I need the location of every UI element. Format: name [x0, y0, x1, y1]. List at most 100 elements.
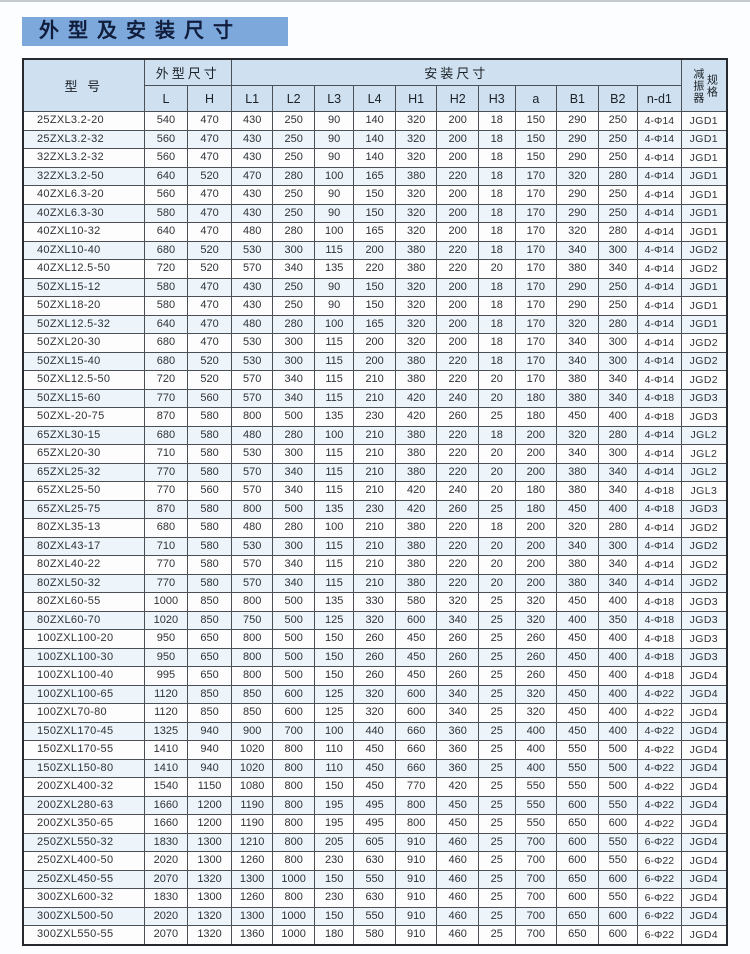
- dimension-cell: 700: [514, 888, 558, 908]
- dimension-cell: 25: [477, 592, 516, 612]
- dimension-cell: 600: [394, 703, 438, 723]
- dimension-cell: 90: [313, 129, 355, 149]
- dimension-cell: 20: [477, 388, 516, 408]
- dimension-cell: 450: [353, 740, 396, 760]
- dimension-cell: 1260: [230, 851, 274, 871]
- page-title: 外型及安装尺寸: [22, 17, 288, 46]
- dimension-cell: 150: [514, 111, 558, 131]
- model-cell: 80ZXL60-70: [22, 610, 145, 630]
- dimension-cell: 320: [556, 425, 599, 445]
- dimension-cell: 1830: [143, 888, 189, 908]
- dimension-cell: 700: [514, 832, 558, 852]
- damper-spec-cell: JGD4: [680, 666, 728, 686]
- dimension-cell: 115: [313, 388, 355, 408]
- dimension-cell: 720: [143, 370, 189, 390]
- dimension-cell: 280: [597, 518, 639, 538]
- dimension-cell: 660: [394, 740, 438, 760]
- dimension-cell: 800: [272, 795, 315, 815]
- dimension-cell: 700: [514, 925, 558, 945]
- dimension-cell: 115: [313, 444, 355, 464]
- dimension-cell: 300: [597, 351, 639, 371]
- model-cell: 65ZXL20-30: [22, 444, 145, 464]
- dimension-cell: 450: [436, 795, 479, 815]
- damper-spec-cell: JGD4: [680, 925, 728, 945]
- dimension-cell: 300: [272, 240, 315, 260]
- dimension-cell: 470: [187, 111, 232, 131]
- dimension-cell: 90: [313, 296, 355, 316]
- dimension-cell: 290: [556, 111, 599, 131]
- dimension-cell: 2070: [143, 925, 189, 945]
- dimension-cell: 280: [597, 166, 639, 186]
- dimension-cell: 250: [272, 185, 315, 205]
- dimension-cell: 460: [436, 851, 479, 871]
- dimension-cell: 910: [394, 925, 438, 945]
- dimension-cell: 135: [313, 592, 355, 612]
- dimension-cell: 260: [436, 666, 479, 686]
- dimension-cell: 470: [187, 203, 232, 223]
- dimension-cell: 470: [230, 166, 274, 186]
- damper-spec-cell: JGD4: [680, 703, 728, 723]
- dimension-cell: 320: [556, 222, 599, 242]
- dimension-cell: 800: [272, 832, 315, 852]
- dimension-cell: 460: [436, 925, 479, 945]
- dimension-cell: 90: [313, 111, 355, 131]
- nd1-cell: 4-Φ22: [637, 814, 682, 834]
- dimension-cell: 380: [394, 259, 438, 279]
- dimension-cell: 200: [436, 111, 479, 131]
- dimension-cell: 380: [394, 536, 438, 556]
- column-header-L3: L3: [313, 85, 355, 112]
- dimension-cell: 20: [477, 536, 516, 556]
- damper-spec-cell: JGD3: [680, 610, 728, 630]
- dimension-cell: 210: [353, 388, 396, 408]
- dimension-cell: 300: [597, 444, 639, 464]
- dimension-cell: 220: [436, 425, 479, 445]
- dimension-cell: 530: [230, 536, 274, 556]
- model-cell: 200ZXL350-65: [22, 814, 145, 834]
- dimension-cell: 170: [514, 296, 558, 316]
- dimension-cell: 260: [514, 666, 558, 686]
- dimension-cell: 520: [187, 370, 232, 390]
- dimension-cell: 260: [353, 629, 396, 649]
- dimension-cell: 135: [313, 407, 355, 427]
- dimension-cell: 25: [477, 832, 516, 852]
- model-cell: 25ZXL3.2-32: [22, 129, 145, 149]
- dimension-cell: 380: [394, 370, 438, 390]
- dimension-cell: 910: [394, 832, 438, 852]
- dimension-cell: 320: [436, 592, 479, 612]
- dimension-cell: 125: [313, 610, 355, 630]
- dimension-cell: 630: [353, 888, 396, 908]
- dimension-cell: 250: [597, 111, 639, 131]
- dimension-cell: 650: [187, 647, 232, 667]
- dimension-cell: 580: [394, 592, 438, 612]
- dimension-cell: 18: [477, 129, 516, 149]
- dimension-cell: 115: [313, 573, 355, 593]
- dimension-cell: 210: [353, 444, 396, 464]
- dimension-cell: 25: [477, 888, 516, 908]
- nd1-cell: 4-Φ22: [637, 758, 682, 778]
- dimension-cell: 1120: [143, 703, 189, 723]
- model-cell: 50ZXL-20-75: [22, 407, 145, 427]
- dimension-cell: 650: [187, 666, 232, 686]
- dimension-cell: 340: [597, 462, 639, 482]
- nd1-cell: 4-Φ14: [637, 462, 682, 482]
- dimension-cell: 220: [436, 573, 479, 593]
- dimension-cell: 115: [313, 333, 355, 353]
- dimension-cell: 420: [394, 481, 438, 501]
- dimension-cell: 550: [353, 906, 396, 926]
- table-row: 100ZXL100-30 950 650 800 500 150 260 450 260 25 26…: [22, 647, 728, 667]
- dimension-cell: 260: [353, 666, 396, 686]
- dimension-cell: 380: [556, 370, 599, 390]
- dimension-cell: 320: [394, 148, 438, 168]
- dimension-cell: 150: [313, 629, 355, 649]
- dimension-cell: 495: [353, 814, 396, 834]
- dimension-cell: 650: [187, 629, 232, 649]
- dimension-cell: 115: [313, 536, 355, 556]
- dimension-cell: 340: [597, 259, 639, 279]
- dimension-cell: 260: [436, 407, 479, 427]
- table-row: 250ZXL400-50 2020 1300 1260 800 230 630 910 460 2…: [22, 851, 728, 871]
- dimension-cell: 630: [353, 851, 396, 871]
- dimension-cell: 170: [514, 203, 558, 223]
- dimension-cell: 800: [272, 851, 315, 871]
- nd1-cell: 4-Φ18: [637, 481, 682, 501]
- table-row: 80ZXL60-55 1000 850 800 500 135 330 580 320 25 320…: [22, 592, 728, 612]
